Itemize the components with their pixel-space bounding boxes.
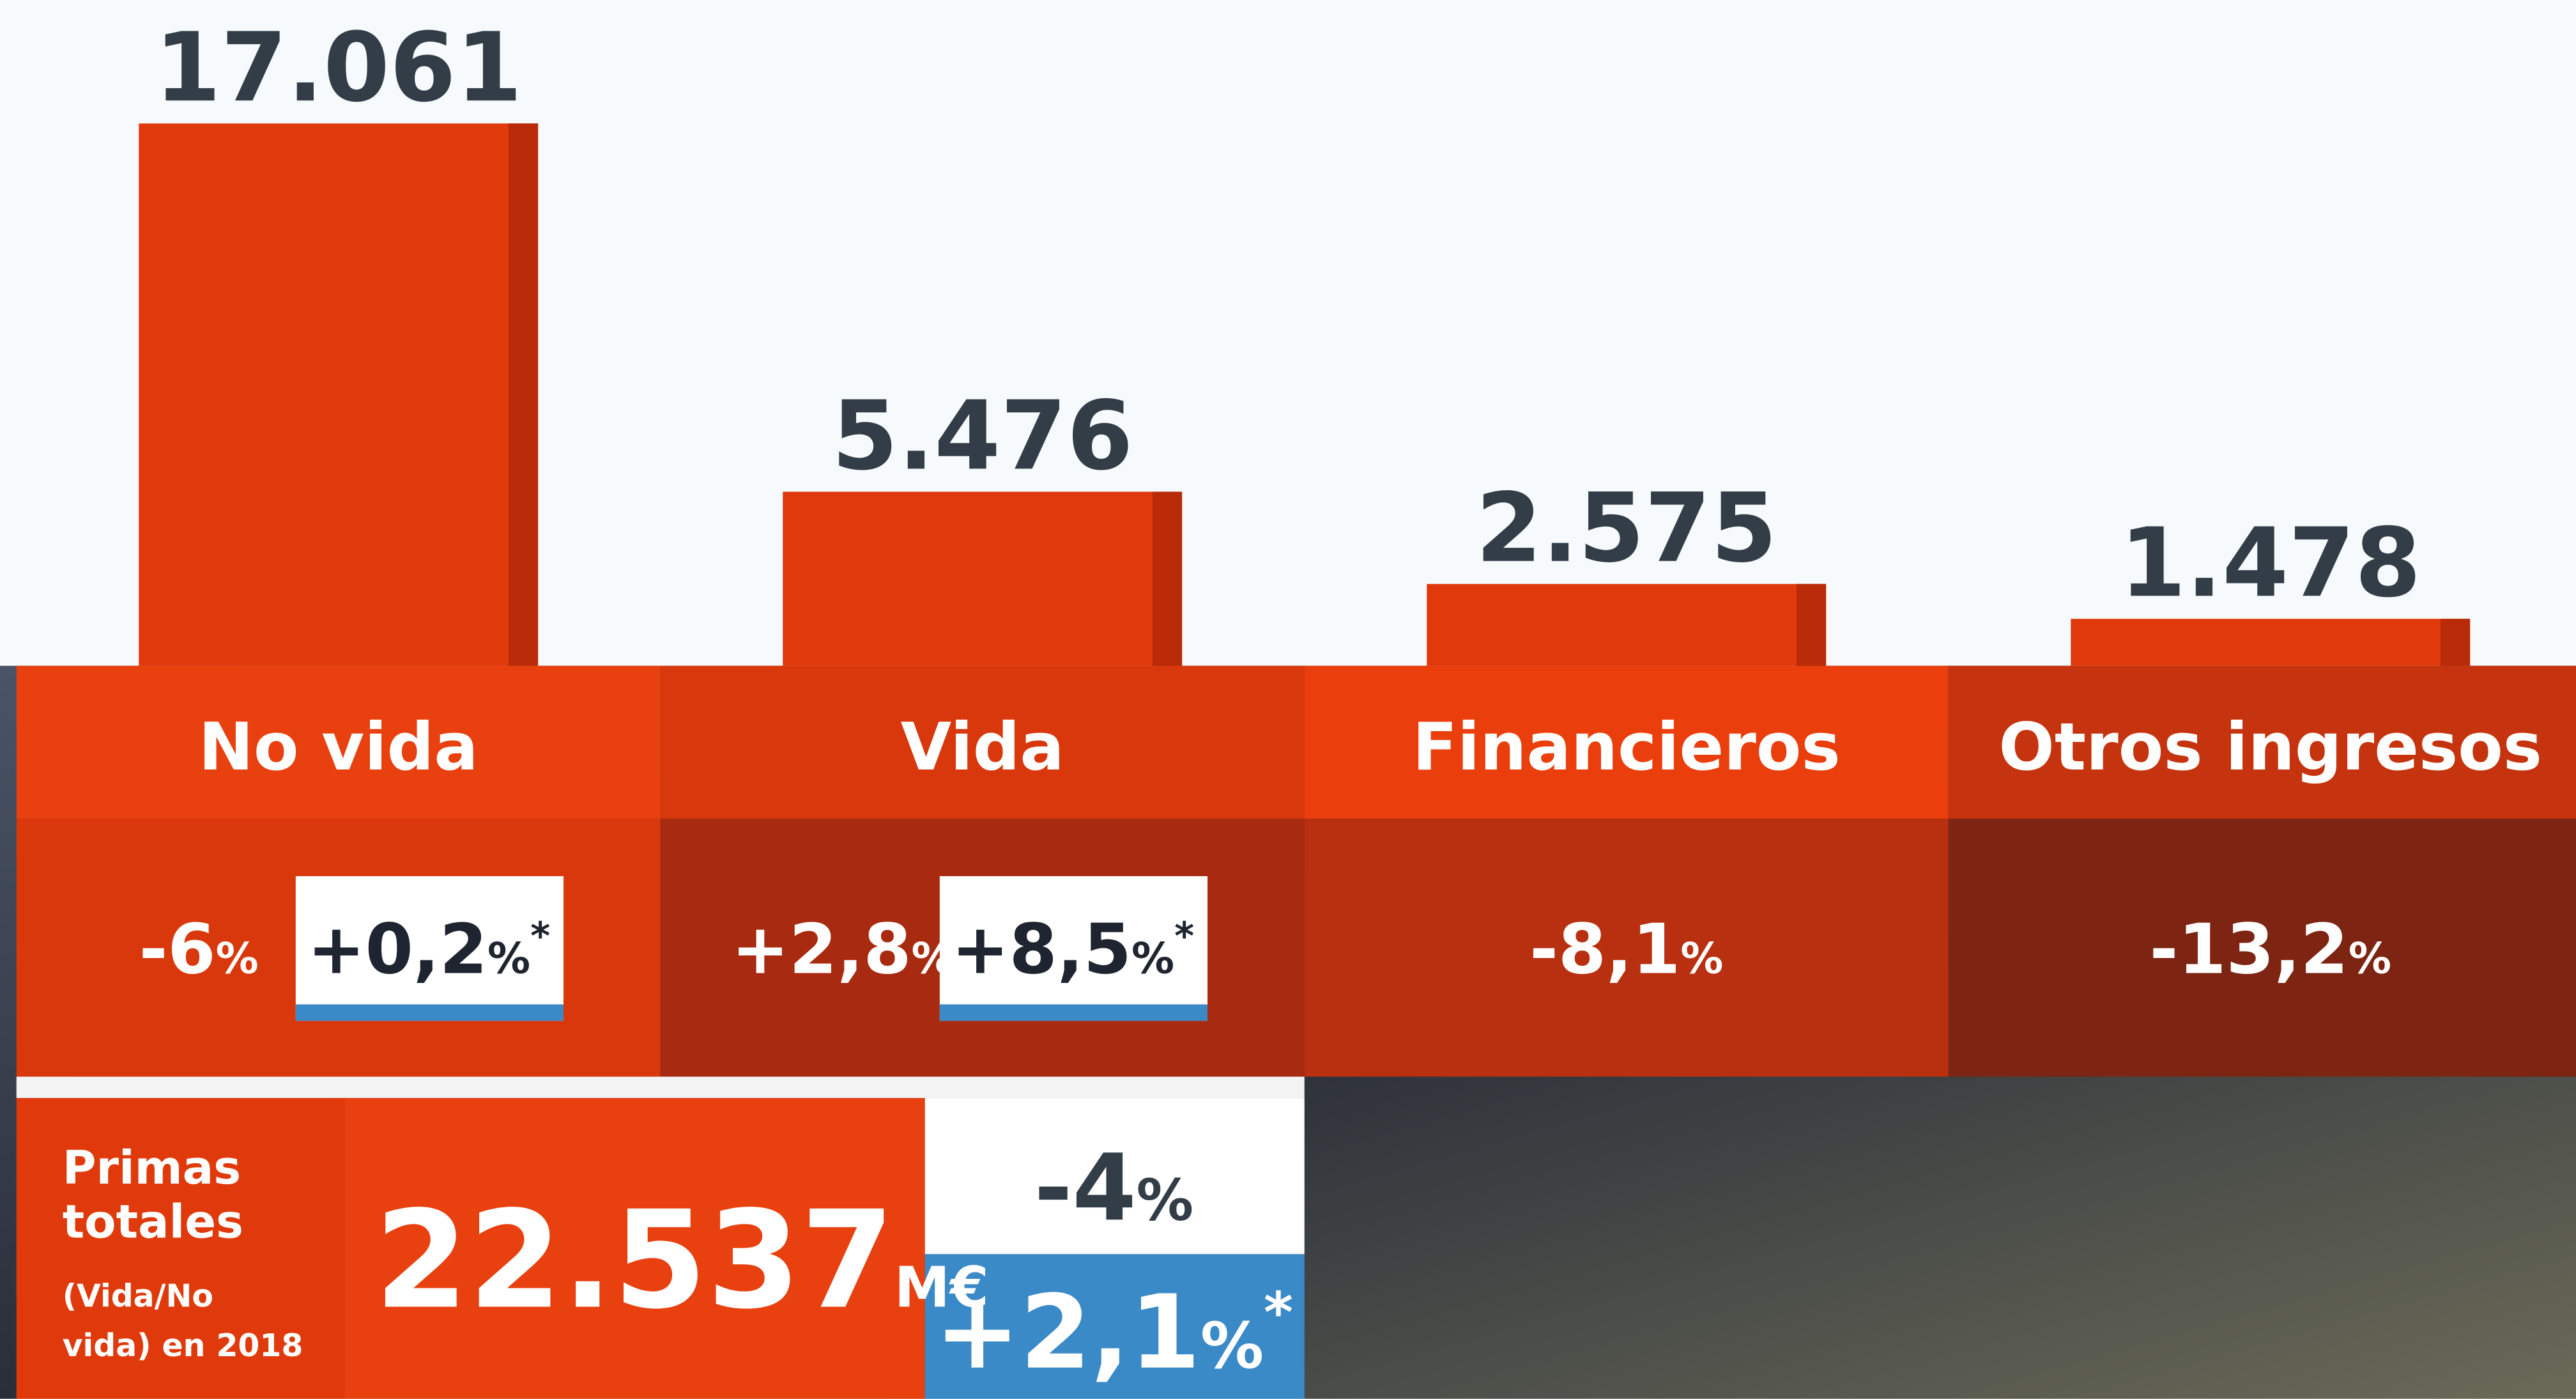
bar-edge: [1152, 491, 1183, 666]
band: [1948, 818, 2576, 1077]
total-adjusted-box: [924, 1254, 1305, 1399]
value-label: 17.061: [155, 13, 522, 123]
total-note: (Vida/No vida) en 2018: [63, 1278, 303, 1364]
separator: [16, 1076, 1305, 1099]
total-label: Primas totales: [63, 1141, 243, 1249]
bar: [139, 123, 539, 666]
value-label: 1.478: [2120, 508, 2421, 619]
change-label: -8,1%: [1529, 910, 1723, 990]
adjusted-change-label: +0,2%*: [307, 910, 550, 990]
bar-edge: [1796, 584, 1827, 666]
bar: [1427, 584, 1827, 666]
total-change: -4%: [1034, 1134, 1193, 1241]
change-label: -6%: [139, 910, 259, 990]
band: [660, 665, 1305, 819]
category-label: Vida: [901, 709, 1064, 785]
value-label: 5.476: [832, 381, 1133, 491]
change-label: -13,2%: [2150, 910, 2391, 990]
band: [16, 665, 661, 819]
value-label: 2.575: [1476, 474, 1777, 584]
adjusted-change-label: +8,5%*: [951, 910, 1194, 990]
category-label: Otros ingresos: [1998, 709, 2542, 785]
adjusted-box: [939, 876, 1208, 1021]
change-label: +2,8%: [732, 910, 954, 990]
total-value: 22.537M€: [374, 1182, 988, 1339]
total-value-box: [345, 1098, 925, 1399]
bar-edge: [2440, 619, 2471, 666]
category-label: No vida: [199, 709, 479, 785]
band: [1304, 818, 1949, 1077]
total-unit: M€: [894, 1255, 989, 1320]
bar-edge: [508, 123, 539, 666]
adjusted-strip: [295, 1004, 564, 1021]
adjusted-box: [295, 876, 564, 1021]
total-adjusted-change: +2,1%*: [935, 1273, 1293, 1392]
adjusted-strip: [939, 1004, 1208, 1021]
category-label: Financieros: [1413, 709, 1841, 785]
total-change-box: [924, 1098, 1305, 1255]
band: [1948, 665, 2576, 819]
total-label-box: [16, 1098, 345, 1399]
bar: [2071, 619, 2471, 666]
total-value-number: 22.537: [374, 1182, 894, 1339]
band: [1304, 665, 1949, 819]
bar: [783, 491, 1183, 666]
